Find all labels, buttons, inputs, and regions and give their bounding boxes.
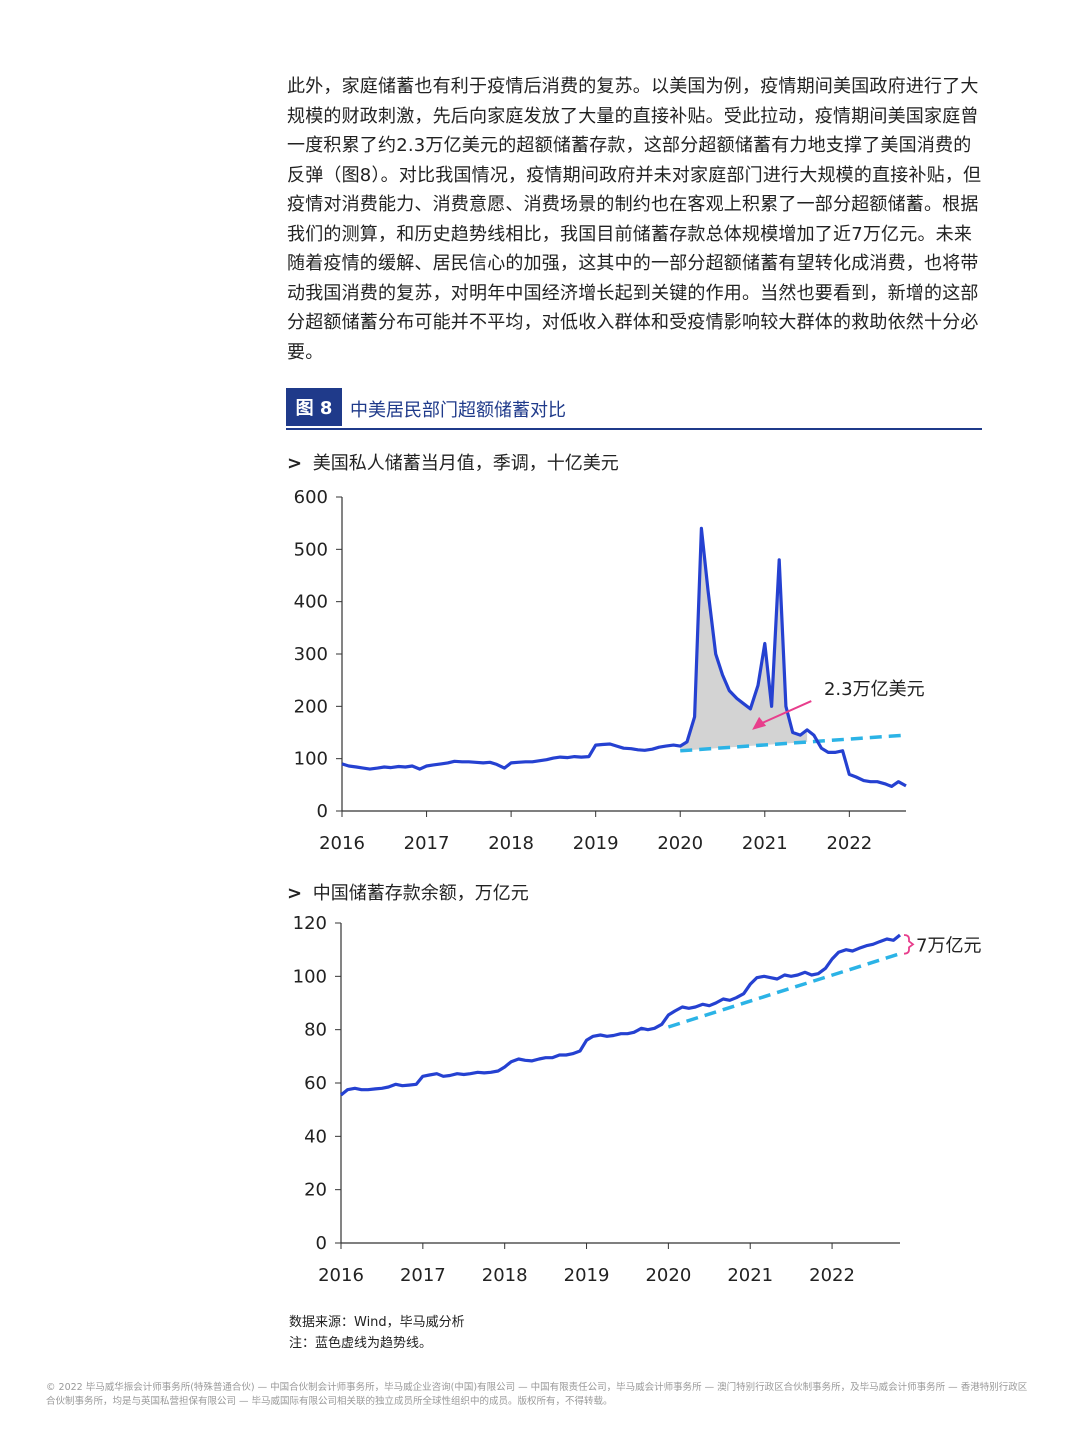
figure-title: 中美居民部门超额储蓄对比 — [350, 400, 566, 421]
y-tick-label: 0 — [317, 801, 328, 822]
x-tick-label: 2020 — [657, 833, 703, 854]
figure-badge: 图 8 — [286, 388, 342, 426]
annotation-arrow — [759, 700, 812, 725]
body-paragraph: 此外，家庭储蓄也有利于疫情后消费的复苏。以美国为例，疫情期间美国政府进行了大规模… — [287, 76, 982, 363]
y-tick-label: 80 — [304, 1020, 327, 1041]
trend-line — [667, 951, 901, 1029]
x-tick-label: 2018 — [488, 833, 534, 854]
x-tick-label: 2017 — [404, 833, 450, 854]
x-tick-label: 2016 — [319, 833, 365, 854]
savings-line — [339, 933, 902, 1097]
y-tick-label: 40 — [304, 1126, 327, 1147]
source-notes: 数据来源：Wind，毕马威分析 注：蓝色虚线为趋势线。 — [289, 1312, 465, 1354]
annotation-brace — [903, 934, 915, 955]
x-tick-label: 2019 — [573, 833, 619, 854]
y-tick-label: 20 — [304, 1180, 327, 1201]
x-tick-label: 2021 — [742, 833, 788, 854]
chart-2-title: 中国储蓄存款余额，万亿元 — [312, 883, 529, 904]
x-tick-label: 2020 — [645, 1265, 691, 1286]
y-tick-label: 500 — [294, 539, 328, 560]
data-source: 数据来源：Wind，毕马威分析 — [289, 1315, 465, 1330]
x-tick-label: 2016 — [318, 1265, 364, 1286]
trend-note: 注：蓝色虚线为趋势线。 — [289, 1336, 433, 1351]
y-tick-label: 600 — [294, 487, 328, 508]
annotation-arrowhead — [752, 716, 767, 730]
excess-savings-area — [680, 528, 808, 751]
china-savings-chart: 0 20 40 60 80 100 120 2016 2017 2018 2019 2020 2021 2… — [293, 913, 982, 1286]
y-tick-label: 60 — [304, 1073, 327, 1094]
copyright-footer: © 2022 毕马威华振会计师事务所(特殊普通合伙) — 中国合伙制会计师事务所… — [46, 1382, 1028, 1407]
y-tick-label: 100 — [294, 749, 328, 770]
us-savings-chart: 0 100 200 300 400 500 600 2016 2017 2018 2019 2020 2… — [294, 487, 925, 854]
chart-1-title: 美国私人储蓄当月值，季调，十亿美元 — [312, 453, 619, 474]
x-tick-label: 2021 — [727, 1265, 773, 1286]
chevron-right-icon: > — [287, 453, 303, 474]
x-tick-label: 2022 — [809, 1265, 855, 1286]
chevron-right-icon: > — [287, 883, 303, 904]
x-tick-label: 2018 — [482, 1265, 528, 1286]
annotation-label: 7万亿元 — [916, 935, 981, 956]
chart-2-title-row: > 中国储蓄存款余额，万亿元 — [287, 879, 529, 905]
y-tick-label: 100 — [293, 966, 327, 987]
y-tick-label: 120 — [293, 913, 327, 934]
savings-line — [341, 526, 907, 788]
y-tick-label: 0 — [316, 1233, 327, 1254]
y-tick-label: 400 — [294, 592, 328, 613]
y-tick-label: 300 — [294, 644, 328, 665]
figure-header: 图 8 中美居民部门超额储蓄对比 — [286, 388, 982, 430]
annotation-label: 2.3万亿美元 — [824, 679, 925, 700]
x-tick-label: 2022 — [826, 833, 872, 854]
x-tick-label: 2019 — [564, 1265, 610, 1286]
x-tick-label: 2017 — [400, 1265, 446, 1286]
y-tick-label: 200 — [294, 696, 328, 717]
chart-1-title-row: > 美国私人储蓄当月值，季调，十亿美元 — [287, 449, 619, 475]
